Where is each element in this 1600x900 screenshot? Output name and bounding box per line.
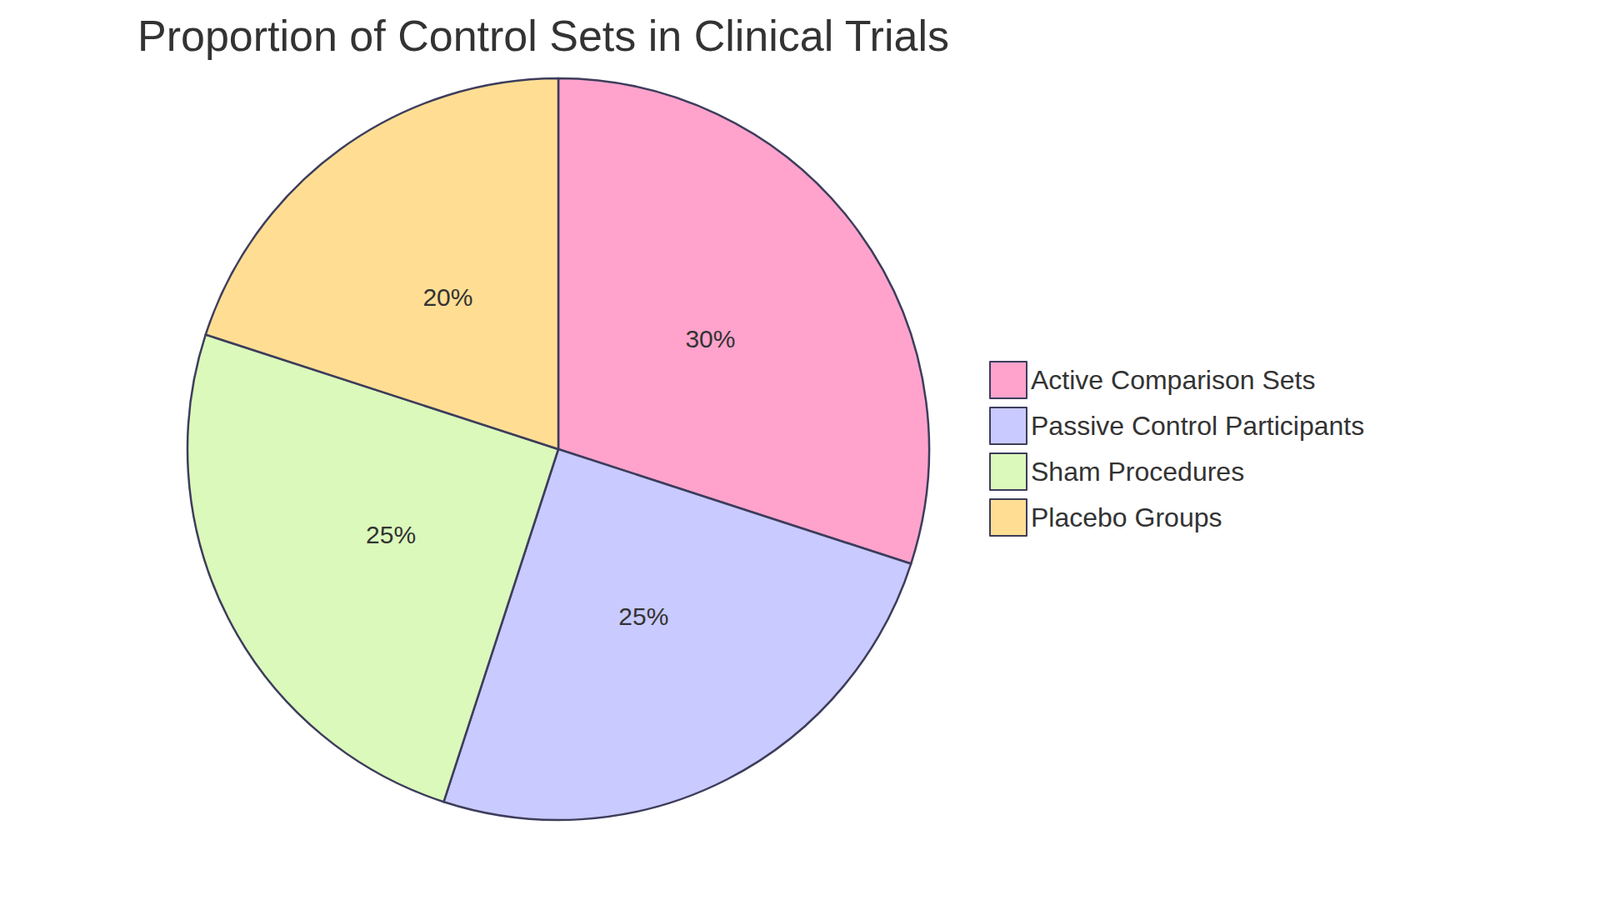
svg-text:25%: 25% [365, 520, 416, 549]
svg-text:Active Comparison Sets: Active Comparison Sets [1030, 365, 1315, 395]
svg-text:30%: 30% [685, 325, 735, 353]
svg-text:Sham Procedures: Sham Procedures [1030, 456, 1245, 487]
svg-text:20%: 20% [422, 283, 473, 311]
svg-text:Placebo Groups: Placebo Groups [1030, 502, 1222, 533]
svg-text:Proportion of Control Sets in: Proportion of Control Sets in Clinical T… [137, 11, 950, 60]
svg-text:25%: 25% [618, 602, 669, 630]
svg-text:Passive Control Participants: Passive Control Participants [1030, 410, 1365, 441]
